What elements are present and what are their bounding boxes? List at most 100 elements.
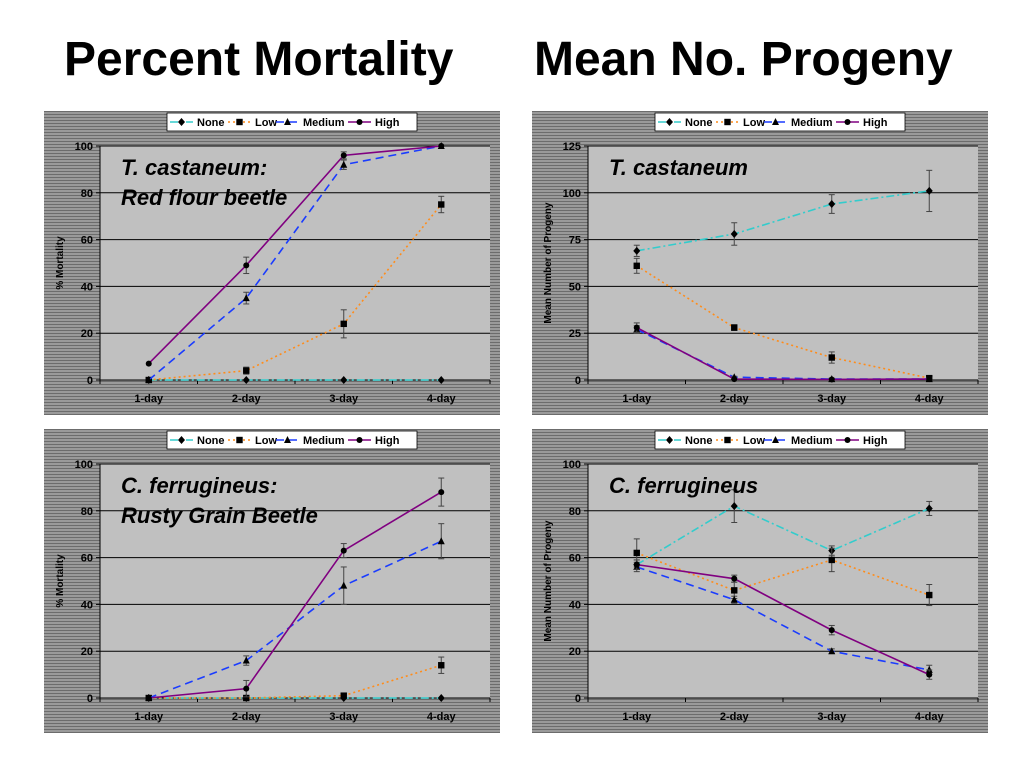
point-high <box>243 262 250 269</box>
x-tick-label: 3-day <box>817 711 847 723</box>
legend-label-none: None <box>197 435 225 447</box>
y-axis-title: % Mortality <box>55 554 66 608</box>
legend-label-none: None <box>685 117 713 129</box>
y-tick-label: 40 <box>81 599 93 611</box>
point-medium <box>437 537 445 545</box>
legend: None Low Medium High <box>166 112 418 132</box>
legend-marker-medium <box>772 118 779 125</box>
x-tick-label: 2-day <box>720 711 750 723</box>
series-line-medium <box>636 566 930 671</box>
chart-c-ferrugineus-mortality: 0 20 40 60 80 100 1-day 2-day 3-day 4-day % Mortal… <box>44 429 500 733</box>
point-low <box>243 694 250 702</box>
series-line-none <box>636 190 930 252</box>
point-medium <box>242 294 250 302</box>
legend-marker-high <box>844 437 851 443</box>
point-high <box>633 561 640 568</box>
point-none <box>437 376 445 384</box>
point-medium <box>340 160 348 168</box>
point-none <box>242 376 250 384</box>
x-tick-label: 4-day <box>427 711 457 723</box>
plot-area <box>588 464 978 698</box>
legend-label-high: High <box>375 435 400 447</box>
point-medium <box>730 595 738 603</box>
series-line-high <box>148 145 442 365</box>
legend-marker-high <box>356 437 363 443</box>
point-none <box>340 376 348 384</box>
point-none <box>633 246 641 255</box>
y-tick-label: 40 <box>569 599 581 611</box>
point-low <box>828 354 835 361</box>
series-high <box>633 559 933 680</box>
y-tick-label: 0 <box>575 693 581 705</box>
series-line-high <box>636 563 930 676</box>
y-axis-title: Mean Number of Progeny <box>543 520 554 642</box>
point-none <box>730 229 738 238</box>
x-tick-label: 4-day <box>915 711 945 723</box>
point-medium <box>925 665 933 673</box>
y-tick-label: 80 <box>81 506 93 518</box>
point-medium <box>340 581 348 589</box>
point-low <box>340 320 347 328</box>
series-high <box>145 477 445 701</box>
y-tick-label: 60 <box>81 235 93 247</box>
point-low <box>438 201 445 208</box>
species-label: Red flour beetle <box>121 185 287 210</box>
legend-marker-none <box>178 118 185 126</box>
y-tick-label: 40 <box>81 281 93 293</box>
chart-svg: 0 20 40 60 80 100 1-day 2-day 3-day 4-day % Mortal… <box>55 112 491 405</box>
point-high <box>926 671 933 678</box>
y-tick-label: 125 <box>563 141 581 153</box>
y-axis-title: % Mortality <box>55 236 66 290</box>
chart-c-ferrugineus-progeny: 0 20 40 60 80 100 1-day 2-day 3-day 4-day Mean Num… <box>532 429 988 733</box>
x-tick-label: 1-day <box>134 393 164 405</box>
legend-label-low: Low <box>743 435 765 447</box>
legend-marker-high <box>356 119 363 125</box>
mean-progeny-heading: Mean No. Progeny <box>534 33 953 86</box>
x-tick-label: 2-day <box>232 711 262 723</box>
legend-label-high: High <box>863 435 888 447</box>
point-high <box>243 685 250 692</box>
legend: None Low Medium High <box>654 430 906 450</box>
y-tick-label: 0 <box>87 693 93 705</box>
legend-label-none: None <box>685 435 713 447</box>
y-tick-label: 60 <box>569 553 581 565</box>
y-tick-label: 20 <box>81 328 93 340</box>
point-high <box>340 152 347 159</box>
y-tick-label: 0 <box>87 375 93 387</box>
point-high <box>828 627 835 634</box>
x-tick-label: 1-day <box>622 711 652 723</box>
legend-marker-medium <box>284 118 291 125</box>
legend-label-medium: Medium <box>303 435 345 447</box>
point-medium <box>828 647 836 655</box>
legend-label-high: High <box>863 117 888 129</box>
point-high <box>926 376 933 383</box>
series-line-high <box>636 326 930 381</box>
legend-marker-none <box>666 436 673 444</box>
chart-svg: 0 20 40 60 80 100 1-day 2-day 3-day 4-day % Mortal… <box>55 430 491 723</box>
legend-label-low: Low <box>255 435 277 447</box>
point-high <box>340 547 347 554</box>
legend-label-medium: Medium <box>303 117 345 129</box>
point-high <box>145 695 152 701</box>
x-tick-label: 4-day <box>915 393 945 405</box>
point-low <box>633 262 640 270</box>
series-line-high <box>148 491 442 699</box>
y-tick-label: 100 <box>563 188 581 200</box>
legend: None Low Medium High <box>166 430 418 450</box>
legend-marker-low <box>236 436 243 444</box>
point-high <box>633 324 640 331</box>
x-tick-label: 2-day <box>232 393 262 405</box>
y-tick-label: 20 <box>569 646 581 658</box>
point-low <box>438 662 445 669</box>
point-high <box>828 376 835 383</box>
y-tick-label: 60 <box>81 553 93 565</box>
point-low <box>828 556 835 564</box>
legend-label-medium: Medium <box>791 435 833 447</box>
legend-marker-medium <box>772 436 779 443</box>
legend-label-low: Low <box>743 117 765 129</box>
point-low <box>633 549 640 557</box>
point-high <box>731 376 738 383</box>
y-axis-title: Mean Number of Progeny <box>543 202 554 324</box>
series-line-low <box>636 265 930 379</box>
series-line-medium <box>148 145 442 381</box>
